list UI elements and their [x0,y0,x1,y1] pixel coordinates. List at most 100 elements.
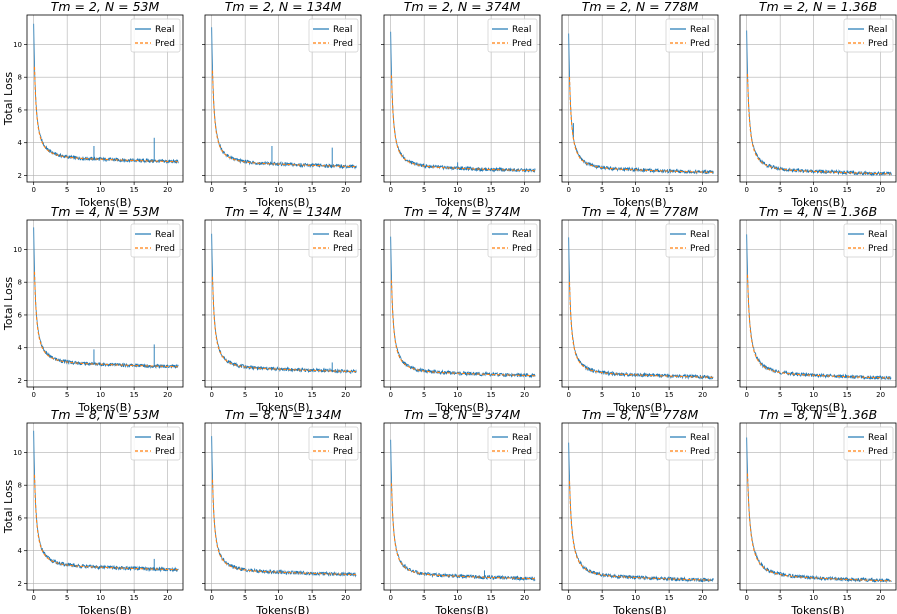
panel-12-legend-real-label: Real [333,433,352,443]
panel-7-series-pred [211,276,356,373]
panel-1-axes-frame [26,14,184,183]
panel-14: Tm = 8, N = 778M 0 5 10 15 20 Tokens(B) Real Pre… [559,407,719,614]
panel-2-title: Tm = 2, N = 134M [225,0,342,14]
panel-3-xtick-label: 0 [388,186,392,194]
panel-4-series-pred [568,76,713,173]
panel-3-xlabel: Tokens(B) [434,196,488,209]
panel-12-axes-frame [204,422,362,591]
panel-8-xtick-label: 0 [388,391,392,399]
panel-11-xtick-label: 10 [96,594,105,602]
panel-10-xtick-label: 20 [876,391,885,399]
panel-11-title: Tm = 8, N = 53M [51,407,160,422]
panel-14-xtick-label: 20 [698,594,707,602]
panel-11-ytick-label: 4 [18,547,23,555]
panel-4-xtick-label: 5 [600,186,604,194]
panel-5-legend-pred-label: Pred [868,39,888,49]
panel-4-xtick-label: 0 [566,186,570,194]
panel-13-legend-real-label: Real [512,433,531,443]
panel-15-xlabel: Tokens(B) [790,604,844,614]
panel-14-legend-pred-label: Pred [690,447,710,457]
panel-13-xtick-label: 15 [487,594,496,602]
panel-6-xtick-label: 10 [96,391,105,399]
panel-10-legend-real-label: Real [868,230,887,240]
panel-2-xtick-label: 10 [274,186,283,194]
panel-2-series-real [211,27,357,170]
panel-1-title: Tm = 2, N = 53M [51,0,160,14]
panel-1-ytick-label: 2 [18,172,22,180]
panel-4-xtick-label: 15 [665,186,674,194]
panel-9-xtick-label: 10 [631,391,640,399]
panel-8-legend-real-label: Real [512,230,531,240]
panel-8-series-real [390,236,536,379]
panel-6-ytick-label: 10 [13,246,22,254]
panel-14-series-real [568,442,714,583]
panel-1-xtick-label: 10 [96,186,105,194]
panel-6-title: Tm = 4, N = 53M [51,204,160,219]
panel-1-xlabel: Tokens(B) [77,196,131,209]
panel-8-xtick-label: 10 [453,391,462,399]
panel-14-xtick-label: 0 [566,594,570,602]
panel-11-legend [130,426,181,461]
panel-11-axes-frame [26,422,184,591]
panel-4-xlabel: Tokens(B) [612,196,666,209]
panel-6-ytick-label: 8 [18,279,22,287]
panel-6-ytick-label: 4 [18,344,23,352]
panel-5-legend [843,18,894,53]
panel-5-title: Tm = 2, N = 1.36B [759,0,877,14]
panel-10: Tm = 4, N = 1.36B 0 5 10 15 20 Tokens(B) Real Pr… [737,204,897,414]
panel-9-series-pred [568,281,713,378]
panel-12-xtick-label: 5 [243,594,247,602]
panel-11-legend-real-label: Real [155,433,174,443]
panel-10-xtick-label: 0 [744,391,748,399]
panel-7-xlabel: Tokens(B) [255,401,309,414]
panel-2: Tm = 2, N = 134M 0 5 10 15 20 Tokens(B) Real Pre… [202,0,362,209]
panel-13-legend-pred-label: Pred [512,447,532,457]
panel-14-xlabel: Tokens(B) [612,604,666,614]
panel-2-xtick-label: 5 [243,186,247,194]
panel-2-xtick-label: 15 [308,186,317,194]
panel-2-legend-pred-label: Pred [333,39,353,49]
panel-14-xtick-label: 10 [631,594,640,602]
panel-2-legend [308,18,359,53]
panel-3-xtick-label: 5 [422,186,426,194]
panel-9-xlabel: Tokens(B) [612,401,666,414]
panel-6: Tm = 4, N = 53M 0 5 10 15 20 2 4 6 8 10 Tokens(B) To… [2,204,184,414]
panel-11-xtick-label: 15 [130,594,139,602]
panel-3-legend-real-label: Real [512,25,531,35]
panel-12: Tm = 8, N = 134M 0 5 10 15 20 Tokens(B) Real Pre… [202,407,362,614]
panel-7-legend-real-label: Real [333,230,352,240]
panel-4: Tm = 2, N = 778M 0 5 10 15 20 Tokens(B) Real Pre… [559,0,719,209]
panel-4-legend [665,18,716,53]
panel-13-xtick-label: 5 [422,594,426,602]
panel-4-xtick-label: 10 [631,186,640,194]
panel-8-xtick-label: 20 [520,391,529,399]
panel-15-legend [843,426,894,461]
panel-13-legend [487,426,538,461]
panel-7-series-real [211,233,357,375]
panel-13-xtick-label: 10 [453,594,462,602]
panel-13-title: Tm = 8, N = 374M [404,407,521,422]
panel-15-xtick-label: 20 [876,594,885,602]
panel-12-xlabel: Tokens(B) [255,604,309,614]
panel-9-legend-pred-label: Pred [690,244,710,254]
panel-9-legend [665,223,716,258]
panel-12-xtick-label: 20 [341,594,350,602]
panel-9: Tm = 4, N = 778M 0 5 10 15 20 Tokens(B) Real Pre… [559,204,719,414]
panel-7-axes-frame [204,219,362,388]
panel-1: Tm = 2, N = 53M 0 5 10 15 20 2 4 6 8 10 Tokens(B) To… [2,0,184,209]
panel-1-ylabel: Total Loss [2,72,15,127]
panel-8-title: Tm = 4, N = 374M [404,204,521,219]
panel-1-xtick-label: 15 [130,186,139,194]
panel-7-title: Tm = 4, N = 134M [225,204,342,219]
panel-12-xtick-label: 15 [308,594,317,602]
panel-1-legend-real-label: Real [155,25,174,35]
panel-9-title: Tm = 4, N = 778M [582,204,699,219]
panel-10-xtick-label: 10 [809,391,818,399]
panel-1-ytick-label: 8 [18,74,22,82]
panel-12-legend [308,426,359,461]
panel-6-legend [130,223,181,258]
panel-12-legend-pred-label: Pred [333,447,353,457]
panel-8-xtick-label: 5 [422,391,426,399]
panel-14-title: Tm = 8, N = 778M [582,407,699,422]
